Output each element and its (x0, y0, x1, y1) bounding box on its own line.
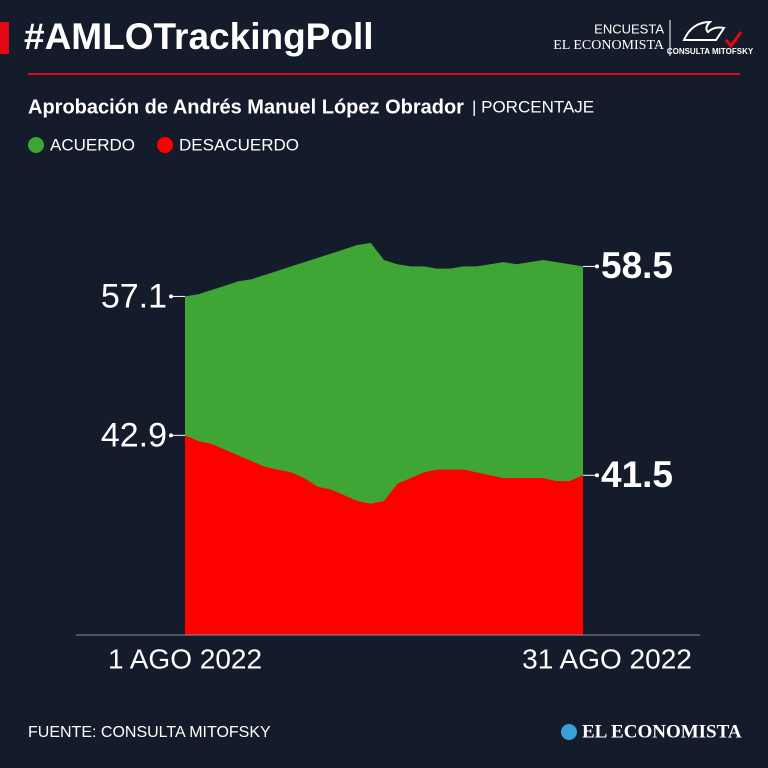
footer-logo: EL ECONOMISTA (582, 721, 742, 742)
value-dot (169, 294, 173, 299)
value-dot (169, 433, 173, 438)
legend-swatch (28, 137, 44, 153)
end-value-label: 58.5 (601, 245, 673, 286)
start-value-label: 57.1 (101, 277, 167, 315)
footer-logo-icon (561, 724, 577, 740)
legend-label: ACUERDO (50, 135, 135, 154)
x-tick-label: 1 AGO 2022 (108, 643, 262, 674)
value-dot (595, 473, 599, 478)
start-value-label: 42.9 (101, 416, 167, 454)
pollster-logo: CONSULTA MITOFSKY (667, 47, 754, 56)
pollster-icon (682, 20, 726, 41)
chart-title: Aprobación de Andrés Manuel López Obrado… (28, 96, 464, 118)
x-tick-label: 31 AGO 2022 (522, 643, 692, 674)
end-value-label: 41.5 (601, 454, 673, 495)
accent-bar (0, 22, 9, 54)
source: FUENTE: CONSULTA MITOFSKY (28, 724, 271, 741)
publisher-logo: EL ECONOMISTA (553, 38, 665, 53)
poll-label: ENCUESTA (594, 21, 664, 36)
area (185, 435, 583, 635)
value-dot (595, 264, 599, 269)
hashtag: #AMLOTrackingPoll (24, 16, 374, 57)
pollster-check (724, 31, 743, 49)
plot: ACUERDO DESACUERDO 57.1 58.5 42.9 41.5 1 AGO 2… (28, 135, 700, 674)
legend-swatch (157, 137, 174, 153)
legend-label: DESACUERDO (179, 135, 299, 154)
unit-label: | PORCENTAJE (472, 97, 594, 116)
